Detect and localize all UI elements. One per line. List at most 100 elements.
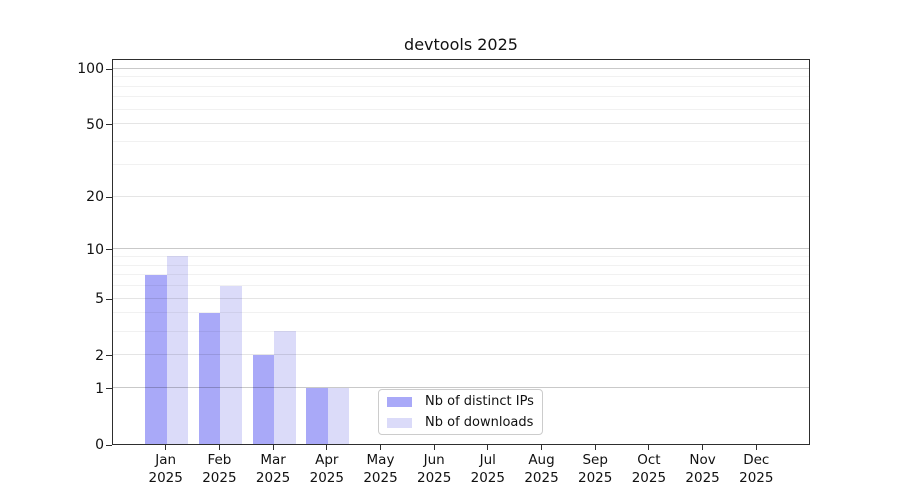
x-tick-label-may: May 2025 xyxy=(341,451,421,487)
bar-nb-of-downloads-feb xyxy=(220,285,242,444)
x-tick-year: 2025 xyxy=(524,470,559,486)
x-tick-year: 2025 xyxy=(202,470,237,486)
x-tick-year: 2025 xyxy=(363,470,398,486)
x-tick-month: Dec xyxy=(743,452,770,468)
y-tick-mark-1 xyxy=(106,388,112,389)
legend-label: Nb of downloads xyxy=(425,415,534,430)
x-tick-mark-may xyxy=(380,445,381,450)
x-tick-year: 2025 xyxy=(417,470,452,486)
x-tick-year: 2025 xyxy=(148,470,183,486)
x-tick-mark-oct xyxy=(648,445,650,450)
gridline-90 xyxy=(113,76,809,77)
y-tick-mark-20 xyxy=(106,196,112,198)
bar-nb-of-distinct-ips-apr xyxy=(306,387,328,444)
gridline-70 xyxy=(113,96,809,98)
x-tick-label-jan: Jan 2025 xyxy=(126,451,206,487)
bar-nb-of-distinct-ips-mar xyxy=(252,354,275,444)
y-tick-label-100: 100 xyxy=(77,61,104,77)
x-tick-month: Feb xyxy=(207,452,232,468)
bar-nb-of-distinct-ips-feb xyxy=(198,312,221,444)
legend: Nb of distinct IPs Nb of downloads xyxy=(378,389,543,435)
x-tick-label-dec: Dec 2025 xyxy=(716,451,796,487)
x-tick-month: Mar xyxy=(260,452,286,468)
gridline-20 xyxy=(113,195,809,197)
x-tick-year: 2025 xyxy=(578,470,613,486)
x-tick-month: Nov xyxy=(689,452,716,468)
x-tick-label-mar: Mar 2025 xyxy=(233,451,313,487)
gridline-10 xyxy=(113,248,809,250)
y-tick-mark-100 xyxy=(106,68,112,70)
x-tick-month: Aug xyxy=(528,452,555,468)
x-tick-label-sep: Sep 2025 xyxy=(555,451,635,487)
y-tick-mark-5 xyxy=(106,298,112,300)
plot-area xyxy=(112,59,810,445)
y-tick-label-10: 10 xyxy=(86,241,104,258)
x-tick-label-apr: Apr 2025 xyxy=(287,451,367,487)
x-tick-month: Oct xyxy=(637,452,661,468)
x-tick-mark-feb xyxy=(218,445,220,450)
x-tick-month: May xyxy=(366,452,395,468)
gridline-4 xyxy=(113,312,809,314)
x-tick-mark-sep xyxy=(594,445,596,450)
x-tick-mark-apr xyxy=(326,445,328,450)
bar-nb-of-downloads-mar xyxy=(274,331,296,444)
gridline-100 xyxy=(113,67,809,69)
y-tick-label-20: 20 xyxy=(86,189,104,205)
x-tick-year: 2025 xyxy=(309,470,344,486)
x-tick-label-jun: Jun 2025 xyxy=(394,451,474,487)
x-tick-label-nov: Nov 2025 xyxy=(663,451,743,487)
y-tick-label-50: 50 xyxy=(86,116,104,133)
legend-swatch xyxy=(387,396,412,407)
gridline-2 xyxy=(113,354,809,355)
gridline-80 xyxy=(113,85,809,87)
x-tick-mark-aug xyxy=(541,445,542,450)
bar-nb-of-downloads-jan xyxy=(166,256,189,444)
y-tick-mark-10 xyxy=(106,249,112,251)
legend-label: Nb of distinct IPs xyxy=(425,394,534,409)
x-tick-month: Jan xyxy=(155,452,177,468)
x-tick-label-aug: Aug 2025 xyxy=(502,451,582,487)
gridline-60 xyxy=(113,108,809,110)
x-tick-mark-dec xyxy=(755,445,757,450)
gridline-1 xyxy=(113,387,809,388)
x-tick-label-oct: Oct 2025 xyxy=(609,451,689,487)
gridline-3 xyxy=(113,330,809,332)
gridline-5 xyxy=(113,297,809,299)
x-tick-month: Jul xyxy=(479,452,496,468)
gridline-8 xyxy=(113,264,809,266)
x-tick-mark-jul xyxy=(487,445,489,450)
y-tick-label-1: 1 xyxy=(95,380,104,397)
legend-swatch xyxy=(387,417,412,428)
x-tick-year: 2025 xyxy=(470,470,505,486)
gridline-50 xyxy=(113,123,809,125)
x-tick-month: Jun xyxy=(423,452,445,468)
x-tick-year: 2025 xyxy=(739,470,774,486)
x-tick-year: 2025 xyxy=(255,470,291,486)
legend-row-nb-of-downloads: Nb of downloads xyxy=(387,415,542,430)
x-tick-year: 2025 xyxy=(631,470,667,486)
y-tick-label-5: 5 xyxy=(95,291,104,307)
x-tick-label-jul: Jul 2025 xyxy=(448,451,528,487)
x-tick-month: Sep xyxy=(582,452,608,468)
bar-nb-of-downloads-apr xyxy=(327,387,350,444)
gridline-7 xyxy=(113,274,809,276)
bar-nb-of-distinct-ips-jan xyxy=(145,274,167,444)
y-tick-label-2: 2 xyxy=(95,347,104,364)
y-tick-mark-50 xyxy=(106,124,112,126)
x-tick-label-feb: Feb 2025 xyxy=(179,451,259,487)
x-tick-mark-jan xyxy=(165,445,167,450)
y-tick-label-0: 0 xyxy=(95,437,104,453)
x-tick-mark-mar xyxy=(272,445,274,450)
y-tick-mark-0 xyxy=(106,444,112,446)
x-tick-year: 2025 xyxy=(685,470,720,486)
chart-title: devtools 2025 xyxy=(404,35,518,54)
legend-row-nb-of-distinct-ips: Nb of distinct IPs xyxy=(387,394,542,409)
y-tick-mark-2 xyxy=(106,355,112,356)
gridline-9 xyxy=(113,255,809,257)
x-tick-mark-jun xyxy=(433,445,435,450)
gridline-40 xyxy=(113,141,809,142)
x-tick-mark-nov xyxy=(702,445,704,450)
x-tick-month: Apr xyxy=(315,452,339,468)
gridline-30 xyxy=(113,163,809,165)
